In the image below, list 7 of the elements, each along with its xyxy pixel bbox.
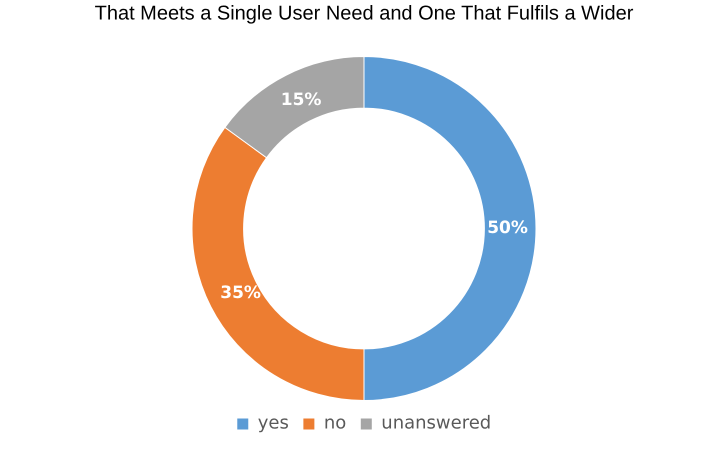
legend-label: yes [258, 412, 289, 434]
legend-label: no [324, 412, 346, 434]
data-label: 15% [280, 90, 322, 110]
chart-title: That Meets a Single User Need and One That Fulfils a Wider [94, 2, 634, 25]
legend-label: unanswered [381, 412, 492, 434]
data-label: 50% [487, 218, 528, 238]
data-label: 35% [220, 283, 261, 304]
